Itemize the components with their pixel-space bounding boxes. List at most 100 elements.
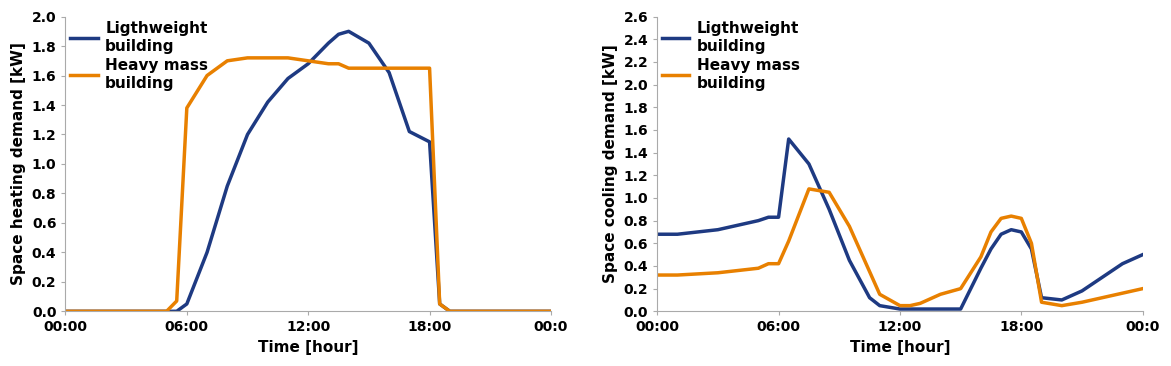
Heavy mass
building [1116,291,1130,295]
Heavy mass
building [752,266,766,270]
Ligthweight
building [159,309,173,314]
Ligthweight
building [301,61,315,66]
Heavy mass
building [863,269,877,274]
Heavy mass
building [1014,216,1028,221]
Ligthweight
building [782,137,796,141]
Heavy mass
building [159,309,173,314]
Ligthweight
building [59,309,73,314]
Heavy mass
building [671,273,685,277]
Heavy mass
building [362,66,376,70]
Ligthweight
building [1014,230,1028,234]
Heavy mass
building [301,59,315,63]
Heavy mass
building [321,61,335,66]
Heavy mass
building [903,303,917,308]
Ligthweight
building [403,129,417,134]
Ligthweight
building [822,207,836,212]
Heavy mass
building [782,239,796,243]
Line: Heavy mass
building: Heavy mass building [657,189,1143,306]
Heavy mass
building [331,61,345,66]
Line: Ligthweight
building: Ligthweight building [657,139,1143,309]
Ligthweight
building [872,303,886,308]
Ligthweight
building [903,307,917,311]
Heavy mass
building [761,261,775,266]
Ligthweight
building [200,250,214,255]
Heavy mass
building [802,187,816,191]
Ligthweight
building [1136,253,1150,257]
Heavy mass
building [281,56,295,60]
Heavy mass
building [240,56,254,60]
Ligthweight
building [1055,298,1069,302]
Ligthweight
building [443,309,457,314]
Ligthweight
building [711,228,725,232]
Ligthweight
building [863,295,877,300]
Heavy mass
building [220,59,234,63]
Heavy mass
building [423,66,437,70]
Ligthweight
building [772,215,786,220]
Legend: Ligthweight
building, Heavy mass
building: Ligthweight building, Heavy mass buildin… [662,21,800,90]
Ligthweight
building [842,258,856,262]
Heavy mass
building [1005,214,1019,218]
Ligthweight
building [671,232,685,236]
Heavy mass
building [443,309,457,314]
Ligthweight
building [893,307,908,311]
Ligthweight
building [1025,247,1039,251]
Heavy mass
building [772,261,786,266]
Ligthweight
building [1116,261,1130,266]
Heavy mass
building [893,303,908,308]
Heavy mass
building [1136,287,1150,291]
Ligthweight
building [984,247,998,251]
Ligthweight
building [220,184,234,188]
X-axis label: Time [hour]: Time [hour] [258,340,358,355]
Heavy mass
building [1055,303,1069,308]
Ligthweight
building [342,29,356,34]
Heavy mass
building [1034,300,1048,305]
Heavy mass
building [1075,300,1089,305]
Legend: Ligthweight
building, Heavy mass
building: Ligthweight building, Heavy mass buildin… [70,21,208,90]
Heavy mass
building [984,230,998,234]
Ligthweight
building [170,309,184,314]
Ligthweight
building [382,70,396,75]
Heavy mass
building [342,66,356,70]
Ligthweight
building [432,302,446,306]
Heavy mass
building [180,106,194,110]
Ligthweight
building [974,266,988,270]
Ligthweight
building [261,100,275,104]
Ligthweight
building [953,307,967,311]
Y-axis label: Space heating demand [kW]: Space heating demand [kW] [11,42,26,285]
Heavy mass
building [913,301,927,306]
Line: Ligthweight
building: Ligthweight building [66,31,550,311]
Heavy mass
building [872,292,886,296]
Ligthweight
building [752,219,766,223]
Heavy mass
building [842,224,856,228]
Ligthweight
building [761,215,775,220]
Heavy mass
building [650,273,664,277]
Heavy mass
building [543,309,557,314]
Ligthweight
building [321,41,335,45]
Heavy mass
building [933,292,947,296]
Ligthweight
building [362,41,376,45]
Y-axis label: Space cooling demand [kW]: Space cooling demand [kW] [603,45,618,283]
Heavy mass
building [953,287,967,291]
Ligthweight
building [1005,228,1019,232]
Heavy mass
building [432,302,446,306]
Ligthweight
building [802,162,816,166]
Heavy mass
building [261,56,275,60]
Heavy mass
building [200,73,214,78]
Heavy mass
building [170,299,184,303]
X-axis label: Time [hour]: Time [hour] [850,340,950,355]
Ligthweight
building [331,32,345,37]
Heavy mass
building [1095,295,1109,300]
Heavy mass
building [1025,241,1039,246]
Heavy mass
building [403,66,417,70]
Ligthweight
building [543,309,557,314]
Ligthweight
building [1034,295,1048,300]
Ligthweight
building [1075,289,1089,293]
Heavy mass
building [59,309,73,314]
Line: Heavy mass
building: Heavy mass building [66,58,550,311]
Ligthweight
building [994,232,1008,236]
Ligthweight
building [1095,275,1109,280]
Heavy mass
building [994,216,1008,221]
Ligthweight
building [913,307,927,311]
Ligthweight
building [423,140,437,144]
Ligthweight
building [281,76,295,81]
